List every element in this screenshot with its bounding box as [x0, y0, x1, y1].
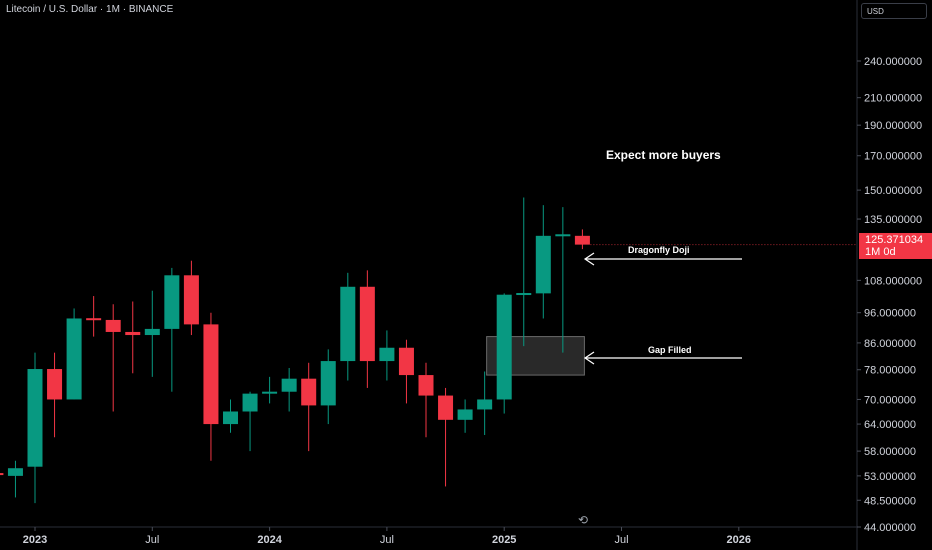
candle-body: [477, 399, 493, 410]
candle-2023-03: [66, 308, 82, 400]
candle-2024-08: [398, 339, 414, 404]
x-tick-label: Jul: [614, 534, 628, 546]
candle-2022-11: [0, 473, 4, 476]
candle-2023-09: [183, 260, 199, 336]
x-tick-label: 2024: [257, 534, 282, 546]
y-tick-label: 44.000000: [864, 522, 916, 534]
candle-body: [496, 294, 512, 400]
annotation-gap-filled: Gap Filled: [648, 345, 692, 355]
annotation-dragonfly-doji: Dragonfly Doji: [628, 245, 690, 255]
y-tick-label: 135.000000: [864, 214, 922, 226]
candle-2025-03: [535, 205, 551, 319]
chart-title: Litecoin / U.S. Dollar · 1M · BINANCE: [6, 4, 174, 15]
candle-2023-10: [203, 312, 219, 461]
arrow-dragonfly-doji: [583, 252, 742, 266]
candle-body: [27, 369, 43, 467]
y-tick-label: 70.000000: [864, 394, 916, 406]
candle-body: [7, 468, 23, 476]
candle-body: [125, 331, 141, 336]
y-tick-label: 58.000000: [864, 446, 916, 458]
candle-body: [535, 235, 551, 294]
candle-body: [359, 286, 375, 362]
candle-body: [183, 275, 199, 325]
candle-body: [398, 347, 414, 376]
candle-body: [86, 318, 102, 321]
candle-2023-08: [164, 267, 180, 392]
arrow-gap-filled: [583, 351, 742, 365]
candle-2024-10: [438, 387, 454, 487]
candle-body: [281, 378, 297, 392]
arrow-head: [583, 252, 595, 266]
y-tick-label: 53.000000: [864, 471, 916, 483]
candle-2024-12: [477, 371, 493, 436]
y-tick-label: 108.000000: [864, 275, 922, 287]
y-tick-label: 78.000000: [864, 365, 916, 377]
candle-body: [144, 328, 160, 336]
candle-body: [320, 361, 336, 406]
candle-body: [262, 391, 278, 394]
candle-2025-05: [574, 229, 590, 250]
y-tick-label: 210.000000: [864, 93, 922, 105]
y-tick-label: 170.000000: [864, 151, 922, 163]
y-tick-label: 190.000000: [864, 120, 922, 132]
candle-2023-04: [86, 296, 102, 337]
candle-body: [438, 395, 454, 420]
candle-body: [340, 286, 356, 362]
y-tick-label: 86.000000: [864, 338, 916, 350]
candle-body: [418, 375, 434, 396]
current-price-value: 125.371034: [865, 234, 924, 246]
candle-2023-02: [47, 352, 63, 438]
candle-2023-11: [223, 399, 238, 433]
candle-body: [66, 318, 82, 400]
candle-body: [516, 293, 532, 296]
x-tick-label: 2023: [23, 534, 47, 546]
candle-2023-01: [27, 352, 43, 504]
candle-body: [555, 234, 571, 237]
candle-2024-09: [418, 362, 434, 438]
candle-2023-12: [242, 391, 258, 452]
candle-body: [203, 324, 219, 425]
candle-2025-02: [516, 197, 532, 347]
candle-body: [301, 378, 317, 406]
candle-2023-07: [144, 290, 160, 377]
candle-2024-07: [379, 330, 395, 381]
y-tick-label: 64.000000: [864, 419, 916, 431]
candle-body: [457, 409, 473, 420]
x-tick-label: Jul: [380, 534, 394, 546]
candle-2024-01: [262, 376, 278, 404]
annotation-expect-buyers: Expect more buyers: [606, 148, 721, 162]
y-tick-label: 240.000000: [864, 56, 922, 68]
y-tick-label: 150.000000: [864, 185, 922, 197]
arrow-head: [583, 351, 595, 365]
candle-body: [164, 275, 180, 329]
candle-body: [242, 393, 258, 412]
candle-body: [379, 347, 395, 362]
candle-body: [0, 473, 4, 476]
candle-2025-04: [555, 207, 571, 353]
candle-body: [105, 319, 121, 332]
y-tick-label: 48.500000: [864, 495, 916, 507]
candle-2024-05: [340, 272, 356, 381]
candle-2023-06: [125, 301, 141, 374]
candle-2024-06: [359, 270, 375, 388]
candle-2025-01: [496, 293, 512, 414]
currency-selector-button[interactable]: USD: [861, 3, 927, 19]
x-tick-label: Jul: [145, 534, 159, 546]
candle-body: [223, 411, 238, 425]
current-price-badge: 125.371034 1M 0d: [859, 233, 932, 259]
candle-2023-05: [105, 304, 121, 412]
y-tick-label: 96.000000: [864, 308, 916, 320]
candle-body: [47, 369, 63, 400]
candle-2024-04: [320, 349, 336, 425]
candle-2024-03: [301, 362, 317, 452]
current-price-timeframe: 1M 0d: [865, 246, 896, 258]
tradingview-logo-icon: ⟲: [577, 513, 589, 527]
x-tick-label: 2026: [727, 534, 751, 546]
x-tick-label: 2025: [492, 534, 516, 546]
candle-2022-12: [7, 460, 23, 498]
candle-body: [574, 235, 590, 245]
candle-2024-02: [281, 367, 297, 412]
candle-2024-11: [457, 399, 473, 433]
